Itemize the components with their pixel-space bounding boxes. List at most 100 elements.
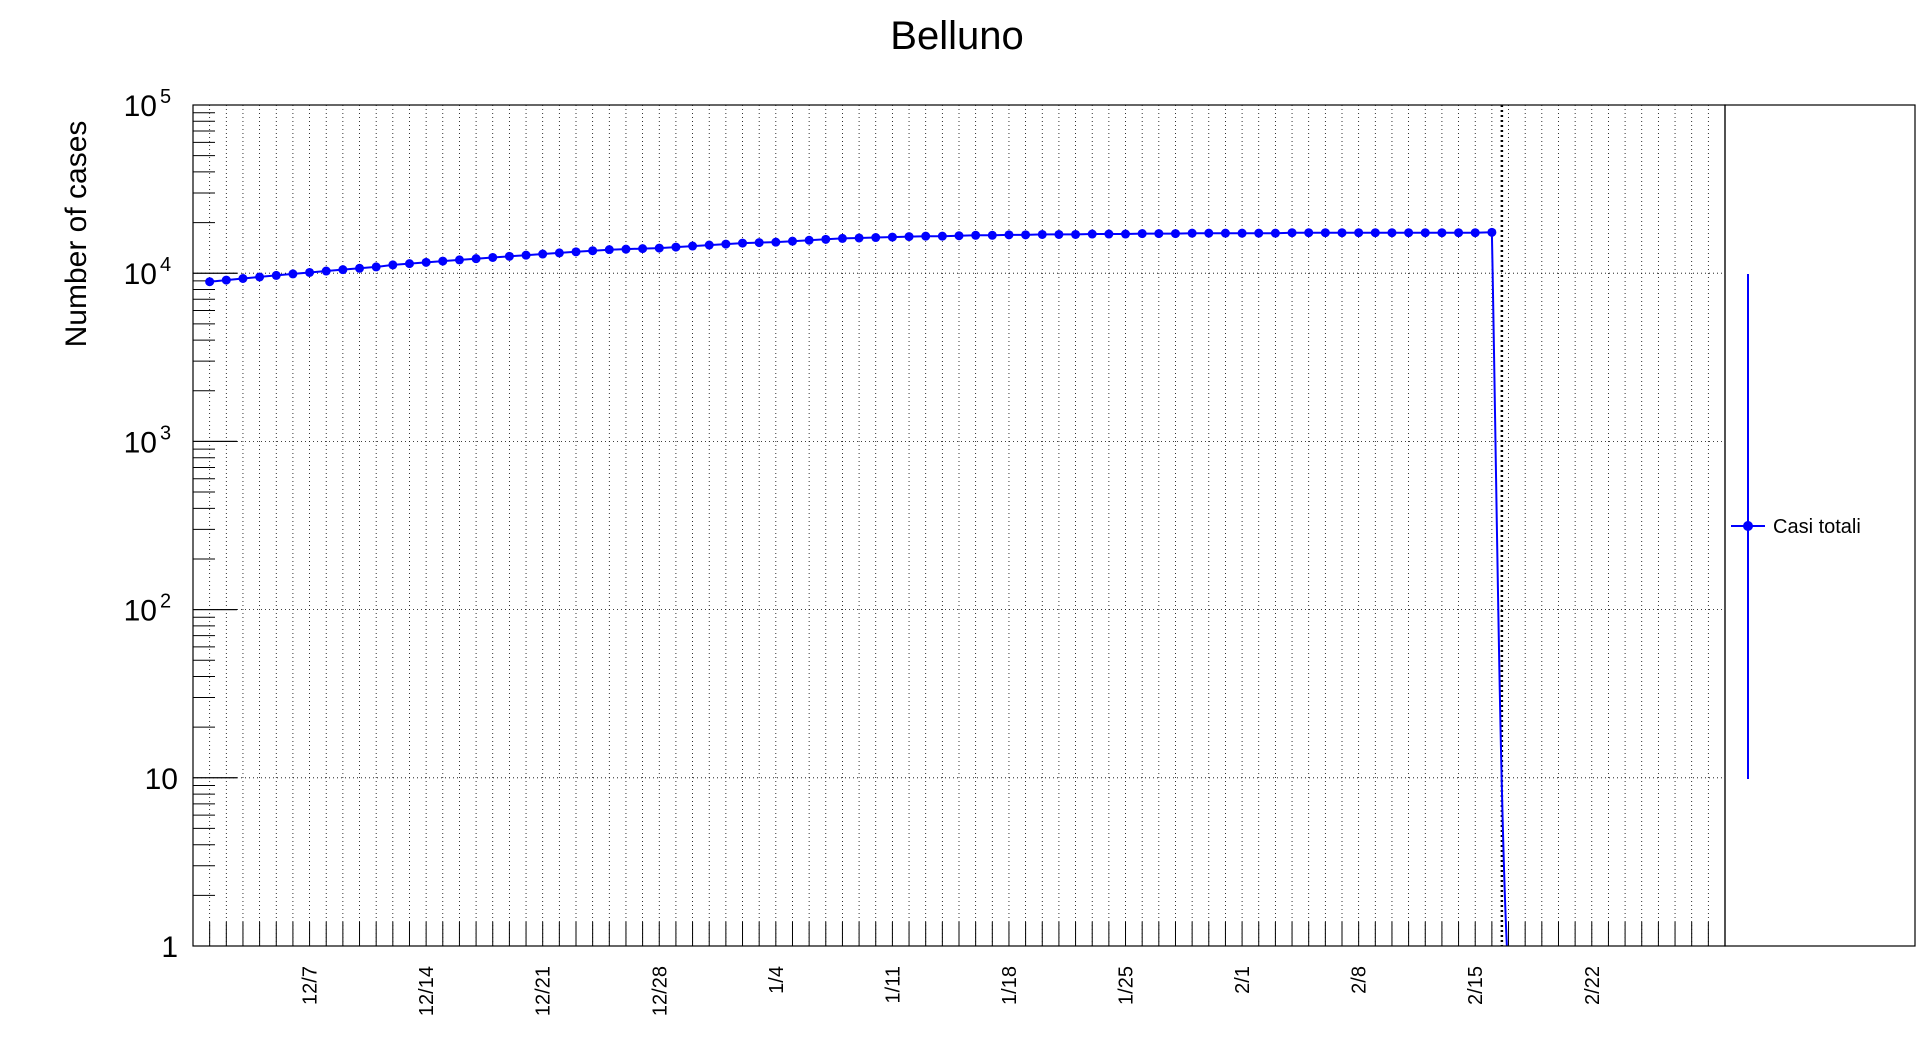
y-tick-label-exponent: 2 <box>160 591 171 613</box>
data-point <box>438 256 448 266</box>
data-point <box>221 275 231 285</box>
data-point <box>954 231 964 241</box>
data-point <box>355 263 365 273</box>
data-point <box>887 232 897 242</box>
legend-marker <box>1743 521 1753 531</box>
data-point <box>937 231 947 241</box>
data-point <box>1470 228 1480 238</box>
data-point <box>1170 229 1180 239</box>
data-point <box>921 231 931 241</box>
data-point <box>338 265 348 275</box>
x-tick-label: 1/4 <box>766 966 788 994</box>
data-point <box>1420 228 1430 238</box>
data-point <box>421 257 431 267</box>
data-point <box>771 237 781 247</box>
data-point <box>454 255 464 265</box>
data-point <box>388 260 398 270</box>
data-point <box>621 244 631 254</box>
data-point <box>1237 228 1247 238</box>
data-point <box>738 238 748 248</box>
y-tick-label-exponent: 5 <box>160 86 171 108</box>
data-point <box>271 270 281 280</box>
data-point <box>205 277 215 287</box>
data-point <box>704 240 714 250</box>
data-point <box>721 239 731 249</box>
data-point <box>288 269 298 279</box>
data-point <box>1037 229 1047 239</box>
grid <box>193 104 1725 947</box>
data-point <box>554 248 564 258</box>
data-point <box>638 244 648 254</box>
data-point <box>987 230 997 240</box>
data-point <box>504 251 514 261</box>
data-point <box>1304 228 1314 238</box>
data-point <box>255 272 265 282</box>
data-point <box>971 230 981 240</box>
data-point <box>1454 228 1464 238</box>
data-point <box>1254 228 1264 238</box>
data-point <box>1204 228 1214 238</box>
data-point <box>1354 228 1364 238</box>
data-point <box>837 233 847 243</box>
data-point <box>821 234 831 244</box>
data-point <box>804 235 814 245</box>
data-point <box>1487 227 1497 237</box>
x-tick-label: 2/8 <box>1349 966 1371 994</box>
series-layer <box>205 227 1508 947</box>
x-tick-label: 1/25 <box>1116 966 1138 1005</box>
data-point <box>1437 228 1447 238</box>
x-tick-label: 1/11 <box>882 966 904 1003</box>
data-point <box>1320 228 1330 238</box>
data-point <box>654 243 664 253</box>
data-point <box>1154 229 1164 239</box>
data-point <box>1270 228 1280 238</box>
y-tick-label: 10 <box>124 258 157 291</box>
legend-frame <box>1724 104 1916 947</box>
data-point <box>371 262 381 272</box>
data-point <box>604 245 614 255</box>
x-tick-label: 2/22 <box>1582 966 1604 1005</box>
data-point <box>688 241 698 251</box>
y-tick-label: 10 <box>124 426 157 459</box>
x-tick-label: 12/14 <box>416 966 438 1016</box>
data-point <box>521 250 531 260</box>
data-point <box>1387 228 1397 238</box>
data-point <box>538 249 548 259</box>
y-tick-label-exponent: 4 <box>160 254 171 276</box>
x-tick-label: 12/28 <box>649 966 671 1016</box>
x-tick-label: 2/1 <box>1232 966 1254 994</box>
y-tick-label: 10 <box>124 595 157 628</box>
data-point <box>854 233 864 243</box>
data-point <box>1104 229 1114 239</box>
x-tick-label: 12/21 <box>533 966 555 1016</box>
legend: Casi totali <box>1731 274 1861 779</box>
data-point <box>1370 228 1380 238</box>
legend-label: Casi totali <box>1773 516 1861 538</box>
data-point <box>904 232 914 242</box>
data-point <box>404 259 414 269</box>
data-point <box>471 254 481 264</box>
y-tick-label: 1 <box>161 931 178 964</box>
data-point <box>1021 230 1031 240</box>
chart-title: Belluno <box>890 14 1023 58</box>
data-point <box>488 252 498 262</box>
x-tick-label: 12/7 <box>300 966 322 1005</box>
y-tick-label: 10 <box>145 763 178 796</box>
y-axis-label: Number of cases <box>60 121 93 348</box>
data-point <box>1404 228 1414 238</box>
data-point <box>1004 230 1014 240</box>
data-point <box>754 238 764 248</box>
x-tick-label: 2/15 <box>1465 966 1487 1005</box>
data-point <box>238 274 248 284</box>
data-point <box>321 266 331 276</box>
data-point <box>1187 228 1197 238</box>
data-point <box>787 236 797 246</box>
series-drop-line <box>1490 232 1508 947</box>
data-point <box>305 267 315 277</box>
data-point <box>1220 228 1230 238</box>
y-tick-label: 10 <box>124 90 157 123</box>
x-tick-label: 1/18 <box>999 966 1021 1005</box>
data-point <box>671 242 681 252</box>
